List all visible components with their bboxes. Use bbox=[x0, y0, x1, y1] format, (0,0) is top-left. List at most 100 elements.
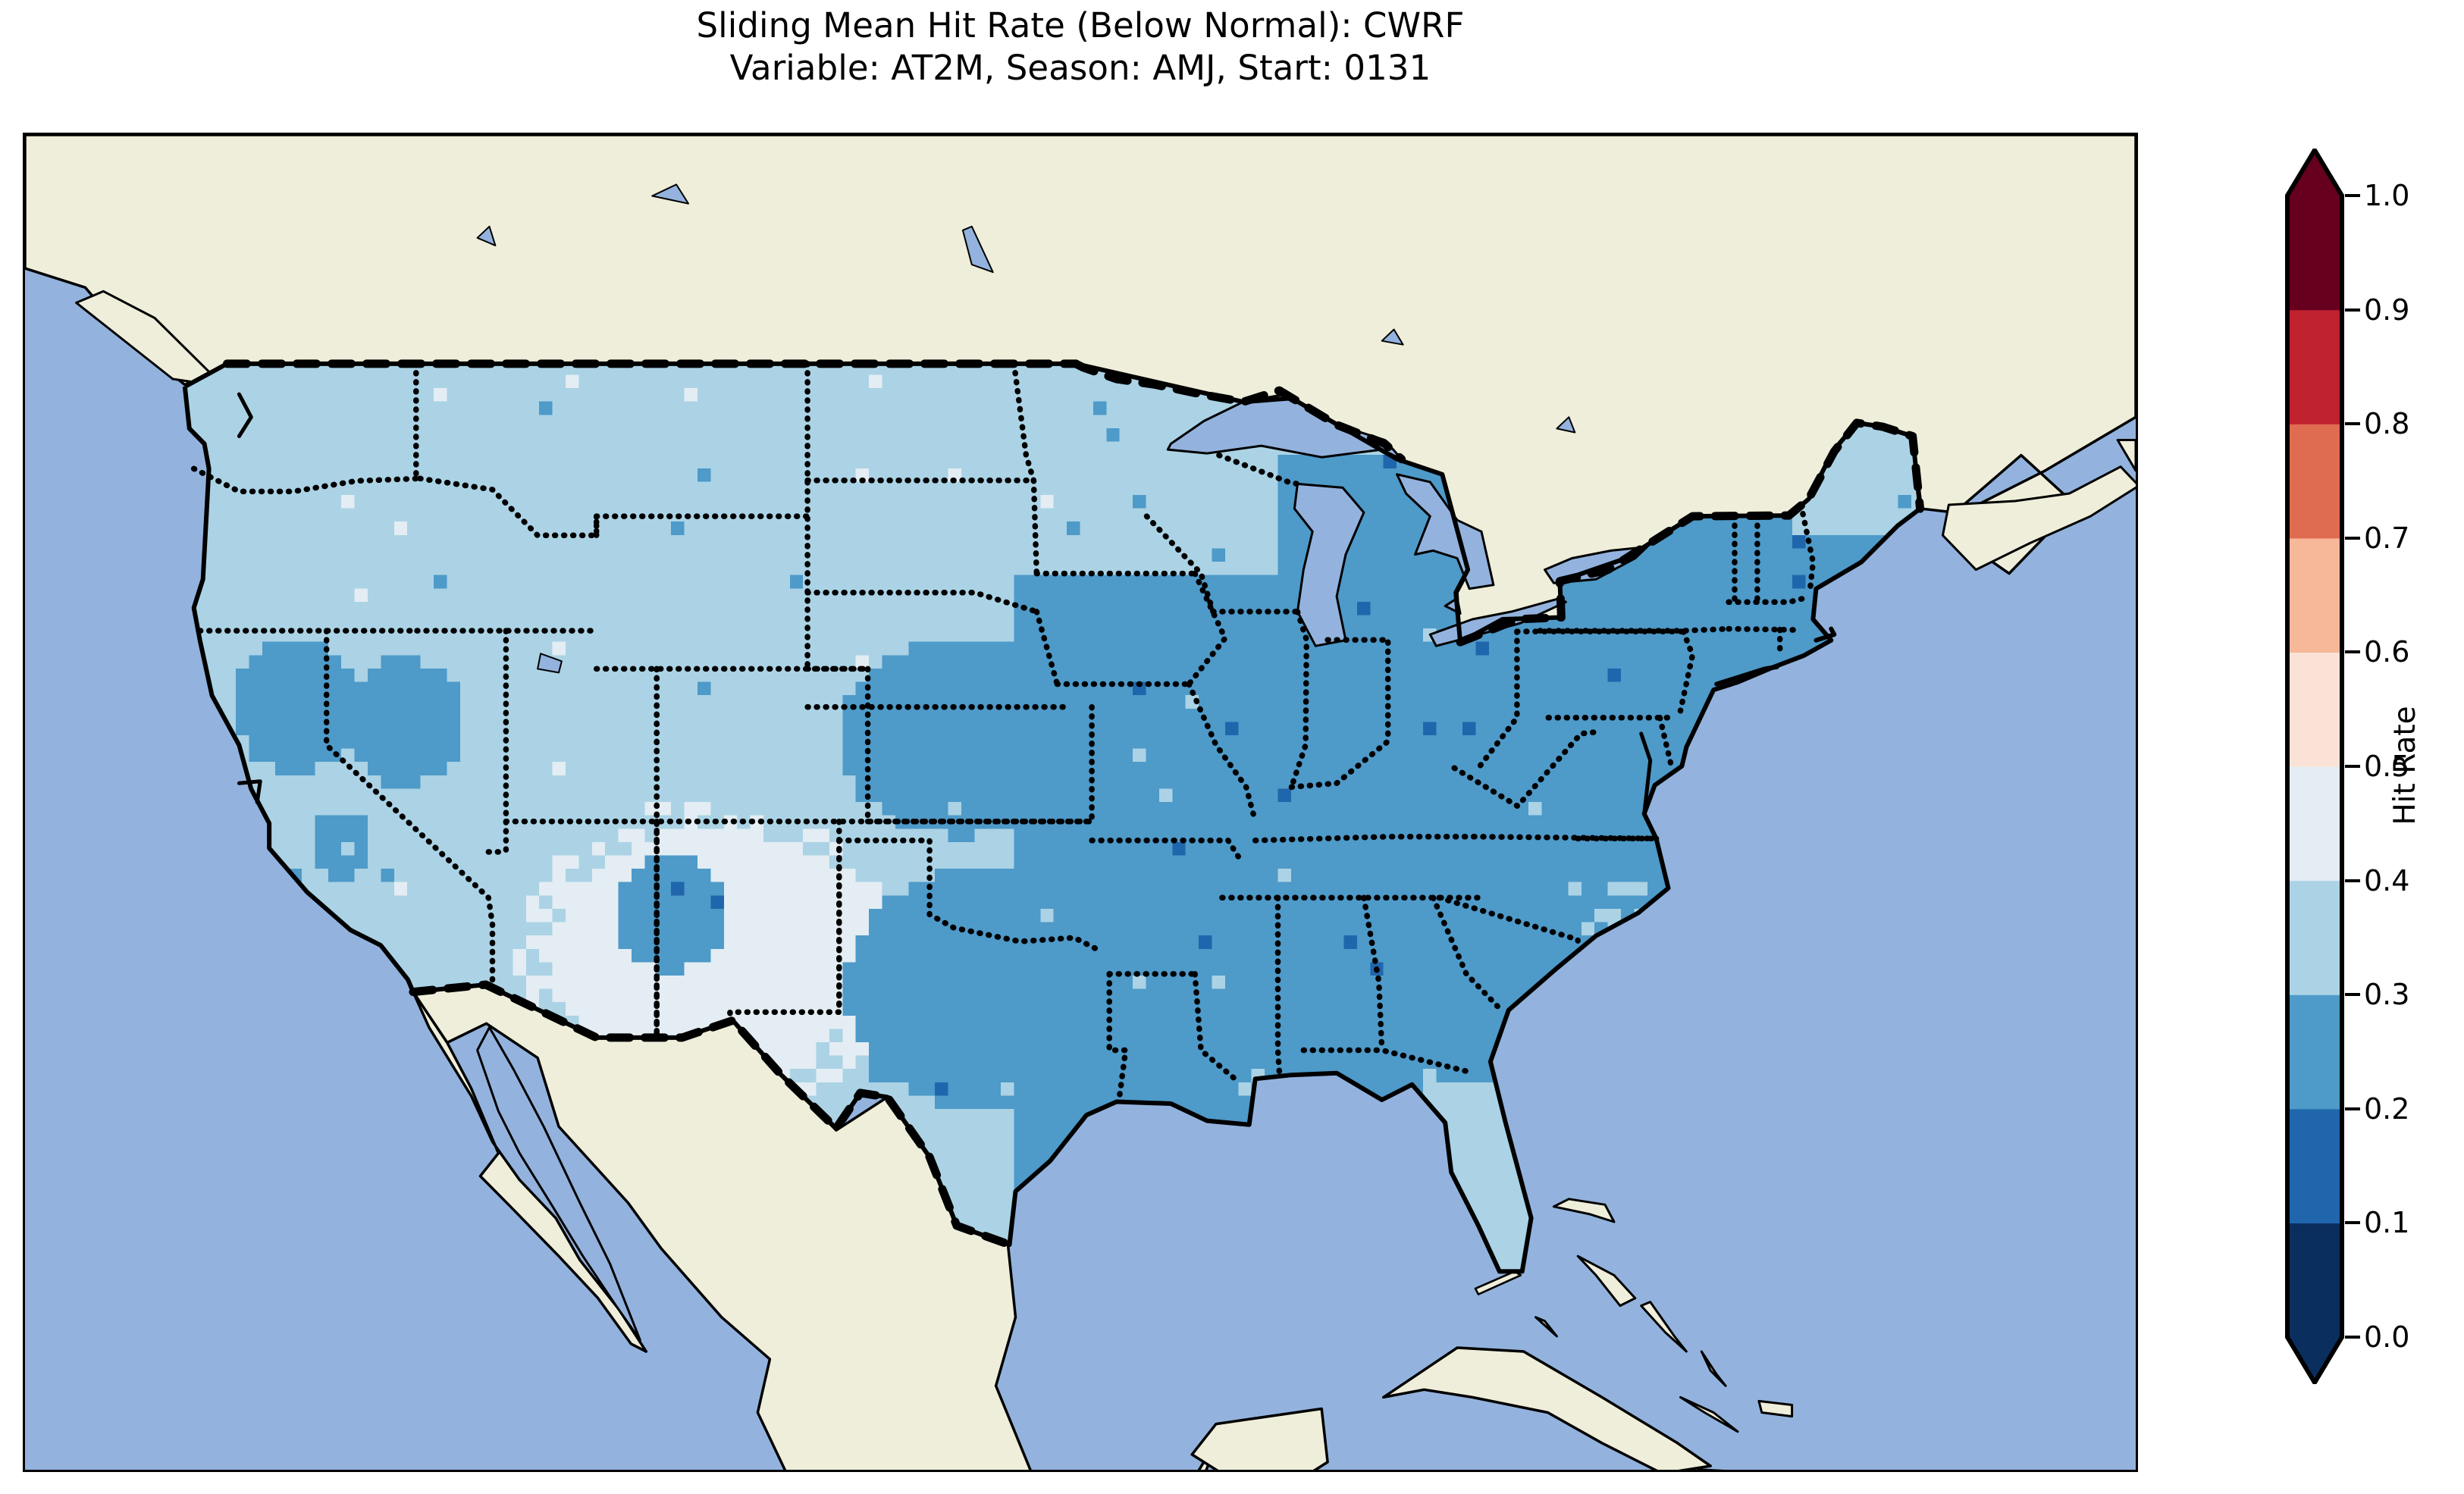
state-boundary-64 bbox=[1225, 838, 1243, 863]
cuba bbox=[1381, 1346, 1712, 1470]
bahamas-island-5 bbox=[1757, 1399, 1794, 1418]
state-boundary-35 bbox=[1471, 834, 1660, 842]
state-boundary-51 bbox=[1033, 609, 1061, 687]
colorbar-tick-mark bbox=[2345, 536, 2360, 540]
colorbar[interactable] bbox=[2284, 149, 2345, 1384]
state-boundary-50 bbox=[1216, 452, 1301, 487]
state-boundary-12 bbox=[804, 590, 1040, 615]
colorbar-band bbox=[2287, 880, 2342, 995]
state-boundary-0 bbox=[190, 465, 423, 495]
state-boundary-24 bbox=[1288, 609, 1310, 791]
colorbar-tick-label: 0.0 bbox=[2364, 1320, 2410, 1354]
yucatan bbox=[1190, 1407, 1329, 1470]
map-plot bbox=[25, 135, 2136, 1470]
state-boundary-33 bbox=[1430, 894, 1503, 1011]
colorbar-band bbox=[2287, 196, 2342, 311]
colorbar-band bbox=[2287, 424, 2342, 539]
state-boundary-26 bbox=[1186, 681, 1259, 825]
colorbar-band bbox=[2287, 309, 2342, 424]
colorbar-tick-mark bbox=[2345, 650, 2360, 654]
colorbar-band bbox=[2287, 994, 2342, 1110]
colorbar-band bbox=[2287, 1223, 2342, 1338]
bahamas-island-4 bbox=[1679, 1395, 1739, 1433]
colorbar-over-arrow bbox=[2287, 150, 2342, 196]
state-boundary-42 bbox=[1726, 594, 1810, 606]
state-boundary-36 bbox=[1451, 728, 1602, 810]
state-boundary-32 bbox=[1300, 1047, 1469, 1074]
colorbar-tick-mark bbox=[2345, 879, 2360, 882]
colorbar-axis-label: Hit Rate bbox=[2388, 706, 2422, 825]
colorbar-tick-mark bbox=[2345, 1221, 2360, 1225]
colorbar-tick-label: 0.3 bbox=[2364, 978, 2410, 1012]
colorbar-band bbox=[2287, 537, 2342, 653]
chesapeake-bay bbox=[1639, 731, 1653, 816]
colorbar-outline bbox=[2285, 149, 2344, 1384]
vancouver-island bbox=[75, 290, 225, 388]
canadian-lake-4 bbox=[1556, 416, 1576, 434]
cape-cod bbox=[1814, 626, 1837, 643]
colorbar-under-arrow bbox=[2287, 1337, 2342, 1383]
state-boundary-65 bbox=[1288, 738, 1391, 791]
bahamas-island-3 bbox=[1700, 1350, 1727, 1387]
colorbar-tick-mark bbox=[2345, 308, 2360, 312]
colorbar-tick-label: 1.0 bbox=[2364, 179, 2410, 212]
colorbar-band bbox=[2287, 652, 2342, 767]
state-boundary-45 bbox=[1798, 502, 1817, 593]
colorbar-tick-mark bbox=[2345, 993, 2360, 997]
colorbar-tick-label: 0.9 bbox=[2364, 293, 2410, 327]
colorbar-tick-label: 0.1 bbox=[2364, 1206, 2410, 1240]
figure-title: Sliding Mean Hit Rate (Below Normal): CW… bbox=[0, 5, 2161, 89]
state-boundary-22 bbox=[1143, 513, 1216, 615]
colorbar-tick-label: 0.5 bbox=[2364, 750, 2410, 783]
lake-ontario bbox=[1544, 545, 1649, 584]
florida-keys bbox=[1474, 1270, 1522, 1295]
state-boundary-30 bbox=[1274, 894, 1283, 1076]
puget-sound bbox=[237, 392, 253, 438]
state-boundary-21 bbox=[1106, 971, 1129, 1099]
bahamas-island-2 bbox=[1640, 1301, 1688, 1353]
state-boundary-63 bbox=[1192, 971, 1240, 1084]
state-boundary-9 bbox=[417, 475, 600, 539]
colorbar-tick-mark bbox=[2345, 194, 2360, 197]
map-axes[interactable] bbox=[23, 133, 2138, 1472]
state-boundary-31 bbox=[1361, 894, 1385, 1054]
colorbar-tick-label: 0.4 bbox=[2364, 863, 2410, 897]
colorbar-tick-mark bbox=[2345, 1336, 2360, 1339]
colorbar-tick-mark bbox=[2345, 1107, 2360, 1110]
long-island bbox=[1714, 664, 1779, 687]
colorbar-tick-mark bbox=[2345, 765, 2360, 768]
bahamas-island-0 bbox=[1552, 1198, 1616, 1223]
lake-michigan bbox=[1293, 482, 1365, 647]
colorbar-tick-label: 0.6 bbox=[2364, 635, 2410, 669]
nova-scotia bbox=[1942, 465, 2136, 572]
state-boundary-43 bbox=[1726, 625, 1798, 633]
state-boundary-28 bbox=[1252, 834, 1477, 844]
great-salt-lake bbox=[537, 653, 563, 674]
lake-winnipeg bbox=[961, 225, 994, 274]
colorbar-tick-mark bbox=[2345, 422, 2360, 426]
canadian-lake-1 bbox=[476, 225, 497, 246]
canadian-lake-2 bbox=[651, 183, 689, 205]
colorbar-tick-label: 0.2 bbox=[2364, 1092, 2410, 1126]
bahamas-island-1 bbox=[1576, 1254, 1637, 1308]
title-line-1: Sliding Mean Hit Rate (Below Normal): CW… bbox=[696, 5, 1465, 45]
state-boundary-34 bbox=[1436, 894, 1581, 944]
conus-coastline bbox=[182, 361, 1923, 1274]
colorbar-tick-label: 0.8 bbox=[2364, 407, 2410, 441]
title-line-2: Variable: AT2M, Season: AMJ, Start: 0131 bbox=[729, 48, 1431, 88]
state-boundary-2 bbox=[323, 628, 496, 988]
state-boundary-53 bbox=[1011, 361, 1037, 484]
colorbar-tick-label: 0.7 bbox=[2364, 521, 2410, 555]
san-francisco-bay bbox=[237, 779, 262, 804]
state-boundary-27 bbox=[1186, 570, 1228, 687]
canadian-lake-3 bbox=[1381, 328, 1404, 346]
state-boundary-52 bbox=[1030, 478, 1040, 577]
colorbar-band bbox=[2287, 766, 2342, 882]
state-boundary-37 bbox=[1475, 628, 1520, 771]
colorbar-gradient bbox=[2285, 149, 2344, 1384]
cape-breton bbox=[2116, 439, 2136, 472]
colorbar-band bbox=[2287, 1108, 2342, 1223]
state-boundary-48 bbox=[1657, 715, 1675, 769]
state-boundary-59 bbox=[413, 361, 423, 482]
